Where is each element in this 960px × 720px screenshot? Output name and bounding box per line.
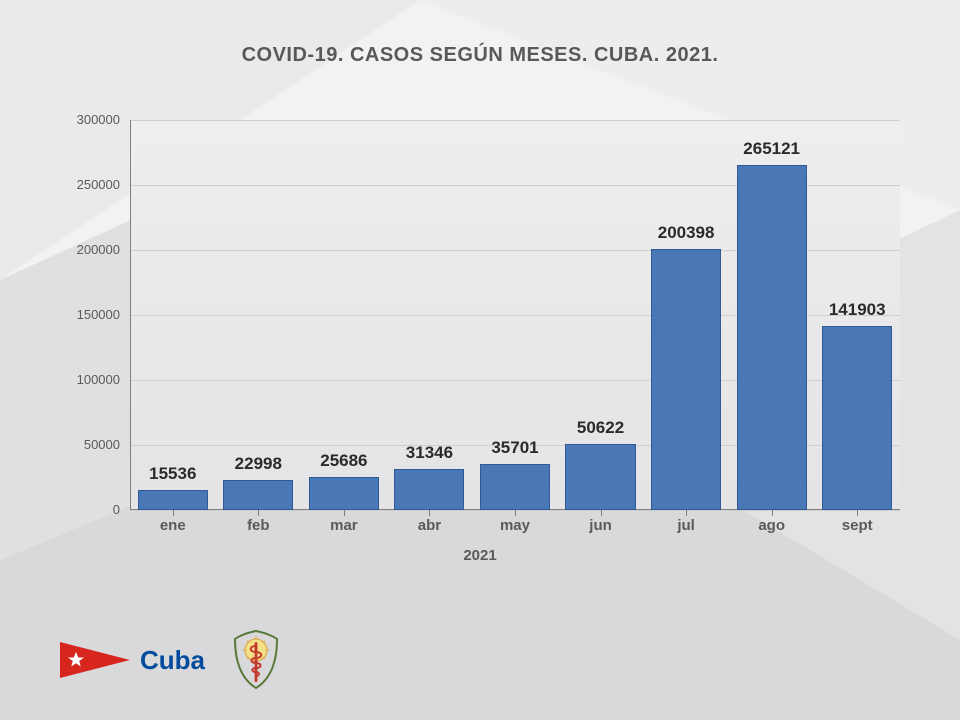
bar	[394, 469, 464, 510]
y-tick-label: 200000	[60, 242, 120, 257]
x-tick-mark	[173, 510, 174, 516]
bar-chart: 050000100000150000200000250000300000 155…	[60, 120, 900, 570]
bar-value-label: 15536	[130, 464, 216, 484]
bar-value-label: 265121	[729, 139, 815, 159]
bar-value-label: 25686	[301, 451, 387, 471]
bar-slot: 200398	[643, 120, 729, 510]
stage: COVID-19. CASOS SEGÚN MESES. CUBA. 2021.…	[0, 0, 960, 720]
bar-slot: 25686	[301, 120, 387, 510]
bar-slot: 31346	[387, 120, 473, 510]
bar	[651, 249, 721, 510]
x-axis-title: 2021	[60, 547, 900, 564]
bar	[223, 480, 293, 510]
bar-slot: 141903	[814, 120, 900, 510]
footer: Cuba	[60, 630, 283, 690]
x-tick-label: feb	[216, 517, 302, 534]
x-tick-label: ene	[130, 517, 216, 534]
cuba-label: Cuba	[140, 645, 205, 676]
x-tick-mark	[857, 510, 858, 516]
x-tick-mark	[772, 510, 773, 516]
chart-title: COVID-19. CASOS SEGÚN MESES. CUBA. 2021.	[0, 44, 960, 67]
bar	[138, 490, 208, 510]
bar-slot: 265121	[729, 120, 815, 510]
bar-slot: 35701	[472, 120, 558, 510]
bar-slot: 22998	[216, 120, 302, 510]
bar-value-label: 50622	[558, 418, 644, 438]
x-tick-mark	[344, 510, 345, 516]
x-tick-mark	[258, 510, 259, 516]
x-tick-label: sept	[814, 517, 900, 534]
cuba-flag-icon	[60, 638, 130, 682]
y-tick-label: 250000	[60, 177, 120, 192]
x-tick-label: may	[472, 517, 558, 534]
cuba-brand: Cuba	[60, 638, 205, 682]
y-tick-label: 50000	[60, 437, 120, 452]
bar-value-label: 31346	[387, 443, 473, 463]
bar-slot: 50622	[558, 120, 644, 510]
y-tick-label: 300000	[60, 112, 120, 127]
medical-emblem-icon	[229, 630, 283, 690]
y-tick-label: 100000	[60, 372, 120, 387]
y-tick-label: 0	[60, 502, 120, 517]
bar	[737, 165, 807, 510]
bar	[565, 444, 635, 510]
x-tick-label: jun	[558, 517, 644, 534]
x-tick-label: ago	[729, 517, 815, 534]
x-tick-label: mar	[301, 517, 387, 534]
bar-value-label: 22998	[216, 454, 302, 474]
bars-container: 155362299825686313463570150622 200398 2651…	[130, 120, 900, 510]
x-tick-mark	[429, 510, 430, 516]
x-tick-label: abr	[387, 517, 473, 534]
bar-slot: 15536	[130, 120, 216, 510]
bar	[822, 326, 892, 510]
bar-value-label: 35701	[472, 438, 558, 458]
x-tick-mark	[515, 510, 516, 516]
y-tick-label: 150000	[60, 307, 120, 322]
bar	[480, 464, 550, 510]
bar-value-label: 141903	[814, 300, 900, 320]
bar-value-label: 200398	[643, 223, 729, 243]
x-tick-label: jul	[643, 517, 729, 534]
x-tick-mark	[686, 510, 687, 516]
x-tick-mark	[601, 510, 602, 516]
bar	[309, 477, 379, 510]
